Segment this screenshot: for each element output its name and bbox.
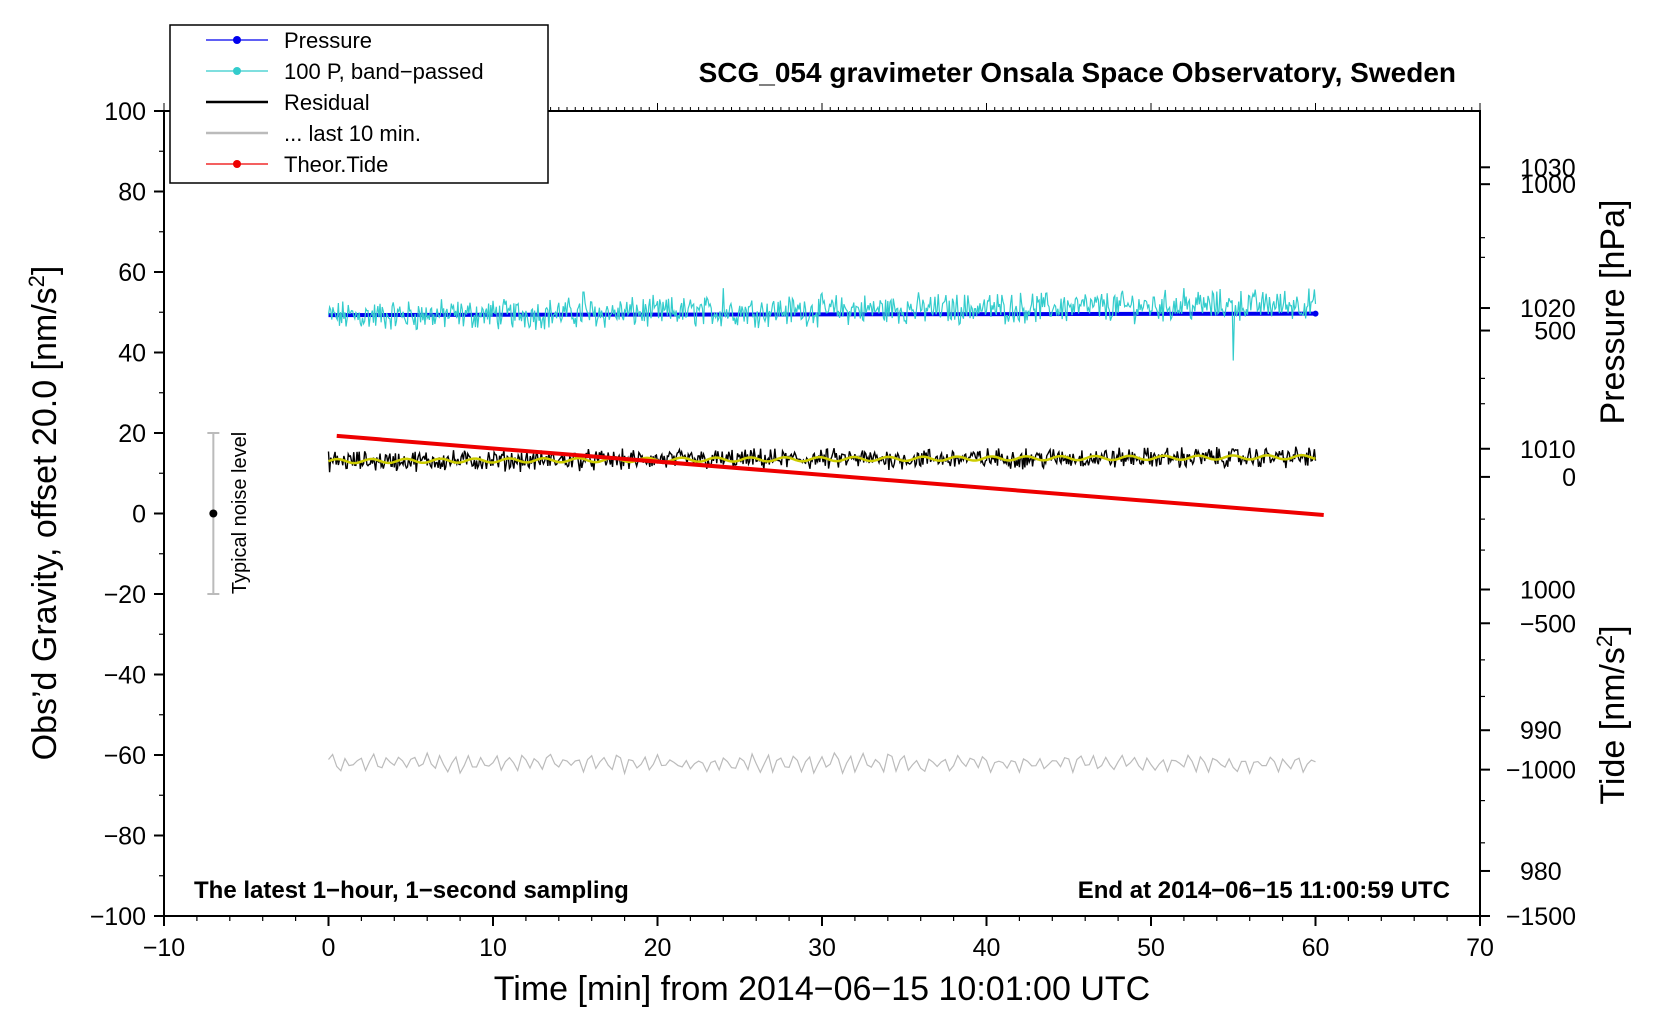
series-line-residual — [327, 446, 1317, 473]
tick-marks — [154, 103, 1490, 926]
legend-marker-100-p-band-passed — [233, 67, 241, 75]
y-axis-title: Obs’d Gravity, offset 20.0 [nm/s2] — [24, 266, 64, 761]
noise-center-dot — [209, 509, 218, 518]
legend-marker-pressure — [233, 36, 241, 44]
tide-axis-title-sup: 2 — [1592, 635, 1617, 647]
y-tick-label: 80 — [118, 179, 146, 207]
y-tick-label: −20 — [104, 581, 146, 609]
x-tick-label: 60 — [1302, 934, 1330, 962]
pressure-tick-label: 980 — [1520, 858, 1562, 886]
y-tick-label: −100 — [90, 903, 146, 931]
y-tick-label: 0 — [132, 501, 146, 529]
series-smooth-residual — [328, 453, 1316, 465]
tide-tick-label: 0 — [1562, 464, 1576, 492]
x-tick-label: 70 — [1466, 934, 1494, 962]
pressure-tick-label: 990 — [1520, 717, 1562, 745]
pressure-tick-label: 1020 — [1520, 295, 1576, 323]
x-tick-label: 50 — [1137, 934, 1165, 962]
y-tick-label: −80 — [104, 823, 146, 851]
y-tick-label: −40 — [104, 662, 146, 690]
tide-axis-title-main: Tide [nm/s — [1594, 647, 1632, 804]
tide-axis-title-end: ] — [1594, 625, 1632, 634]
legend-label-last-10-min: ... last 10 min. — [284, 121, 421, 146]
y-tick-label: 60 — [118, 259, 146, 287]
legend-label-100-p-band-passed: 100 P, band−passed — [284, 59, 484, 84]
legend-label-theor-tide: Theor.Tide — [284, 152, 388, 177]
tide-tick-label: −1500 — [1506, 903, 1576, 931]
annotation-sampling: The latest 1−hour, 1−second sampling — [194, 877, 629, 904]
pressure-tick-label: 1000 — [1520, 576, 1576, 604]
y-tick-label: 20 — [118, 420, 146, 448]
annotation-end-time: End at 2014−06−15 11:00:59 UTC — [1078, 877, 1450, 904]
noise-level-marker — [207, 432, 220, 595]
series-layer — [327, 288, 1324, 776]
series-line-theor-tide — [336, 433, 1324, 517]
y-axis-title-sup: 2 — [24, 275, 49, 287]
noise-level-label: Typical noise level — [229, 432, 251, 594]
legend: Pressure 100 P, band−passed Residual ... la… — [169, 24, 549, 184]
tide-axis-title: Tide [nm/s2] — [1592, 625, 1632, 804]
chart-title: SCG_054 gravimeter Onsala Space Observat… — [699, 57, 1456, 88]
x-tick-label: 10 — [479, 934, 507, 962]
x-axis-title: Time [min] from 2014−06−15 10:01:00 UTC — [494, 970, 1150, 1008]
tide-tick-label: −1000 — [1506, 757, 1576, 785]
y-axis-title-main: Obs’d Gravity, offset 20.0 [nm/s — [26, 287, 64, 760]
series-line-last-10-min — [328, 751, 1316, 776]
x-tick-label: −10 — [143, 934, 185, 962]
x-tick-label: 0 — [322, 934, 336, 962]
x-tick-label: 40 — [973, 934, 1001, 962]
y-axis-title-end: ] — [26, 266, 64, 275]
tide-tick-label: −500 — [1520, 610, 1576, 638]
series-line-100-p-band-passed — [327, 288, 1317, 361]
y-tick-label: −60 — [104, 742, 146, 770]
tick-labels: −10 0 10 20 30 40 50 60 70−100−80−60−40−20020406… — [90, 98, 1576, 962]
legend-marker-theor-tide — [233, 160, 241, 168]
x-tick-label: 30 — [808, 934, 836, 962]
legend-label-residual: Residual — [284, 90, 370, 115]
tide-tick-label: 1000 — [1520, 171, 1576, 199]
x-tick-label: 20 — [644, 934, 672, 962]
tide-tick-label: 500 — [1534, 318, 1576, 346]
legend-label-pressure: Pressure — [284, 28, 372, 53]
y-tick-label: 40 — [118, 340, 146, 368]
pressure-tick-label: 1030 — [1520, 154, 1576, 182]
pressure-tick-label: 1010 — [1520, 436, 1576, 464]
y-tick-label: 100 — [104, 98, 146, 126]
legend-box — [169, 24, 549, 184]
series-line-pressure — [328, 311, 1316, 318]
series-point-pressure — [1312, 310, 1319, 317]
pressure-axis-title: Pressure [hPa] — [1594, 200, 1632, 425]
